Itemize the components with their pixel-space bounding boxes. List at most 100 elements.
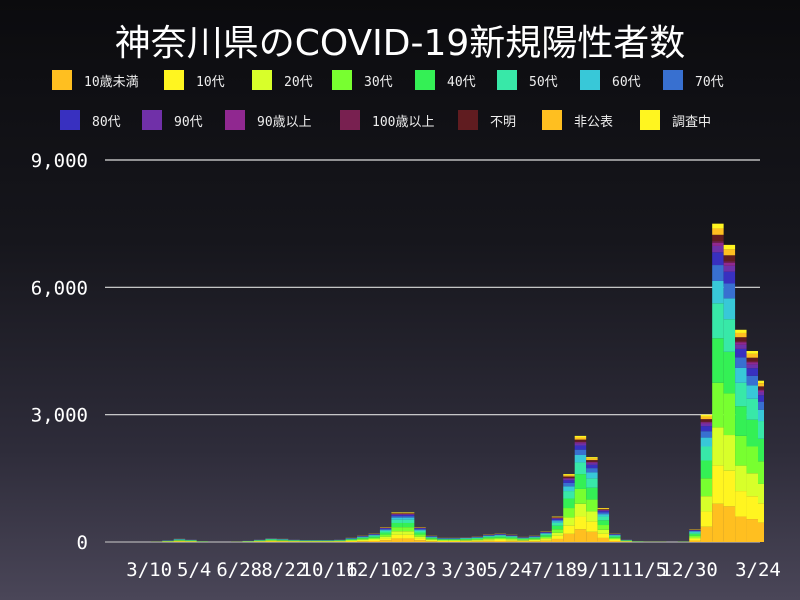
bar-segment xyxy=(391,522,403,528)
bar-segment xyxy=(735,406,747,436)
bar-segment xyxy=(563,533,575,542)
bar-segment xyxy=(574,516,587,530)
bar-segment xyxy=(758,503,764,523)
bar-segment xyxy=(494,540,506,542)
bar-segment xyxy=(402,516,415,518)
bar-segment xyxy=(563,475,575,477)
legend-item: 80代 xyxy=(60,110,121,130)
legend-label: 30代 xyxy=(364,74,393,90)
bar-segment xyxy=(700,414,713,417)
bar-segment xyxy=(551,521,564,523)
bar-segment xyxy=(609,537,621,539)
bar-segment xyxy=(494,536,506,538)
legend-label: 20代 xyxy=(284,74,313,90)
bar-segment xyxy=(735,382,747,407)
bar-segment xyxy=(551,522,564,526)
bar-segment xyxy=(609,538,621,540)
legend-label: 調査中 xyxy=(672,114,712,130)
bar-segment xyxy=(494,535,506,536)
bar-segment xyxy=(391,534,403,539)
bar-segment xyxy=(574,503,587,517)
legend-label: 100歳以上 xyxy=(372,114,435,130)
bar-segment xyxy=(368,540,380,542)
bar-segment xyxy=(586,463,598,465)
x-tick-label: 11/5 xyxy=(621,559,667,581)
bar-segment xyxy=(414,538,426,541)
bar-segment xyxy=(735,516,747,542)
bar-segment xyxy=(586,487,598,500)
bar-segment xyxy=(700,426,713,432)
bar-segment xyxy=(586,499,598,512)
legend-swatch xyxy=(60,110,80,130)
bar-segment xyxy=(689,531,701,533)
bar-segment xyxy=(735,435,747,466)
bar-segment xyxy=(723,319,736,352)
bar-segment xyxy=(345,539,358,540)
bar-segment xyxy=(540,533,552,535)
bar-segment xyxy=(368,535,380,537)
bar-segment xyxy=(712,242,724,246)
bar-segment xyxy=(689,530,701,531)
bar-segment xyxy=(700,478,713,497)
legend-label: 90代 xyxy=(174,114,203,130)
bar-segment xyxy=(357,540,369,542)
bar-segment xyxy=(517,540,529,542)
bar-segment xyxy=(586,464,598,469)
bar-segment xyxy=(345,540,358,542)
bar-segment xyxy=(563,525,575,534)
bar-segment xyxy=(551,529,564,533)
bar-segment xyxy=(746,361,758,363)
bar-segment xyxy=(597,525,610,530)
bar-segment xyxy=(414,529,426,531)
bar-segment xyxy=(505,537,518,539)
bar-segment xyxy=(574,443,587,446)
bar-segment xyxy=(746,385,758,399)
bar-segment xyxy=(746,446,758,474)
bar-segment xyxy=(586,457,598,459)
bar-segment xyxy=(712,223,724,229)
bar-segment xyxy=(712,382,724,428)
legend-swatch xyxy=(225,110,245,130)
bar-segment xyxy=(712,338,724,383)
bar-segment xyxy=(379,530,392,533)
bar-segment xyxy=(723,298,736,320)
bar-segment xyxy=(357,539,369,541)
bar-segment xyxy=(563,517,575,526)
bar-segment xyxy=(723,506,736,542)
bar-segment xyxy=(357,538,369,540)
bar-segment xyxy=(391,513,403,514)
bar-segment xyxy=(712,303,724,339)
legend-swatch xyxy=(142,110,162,130)
legend-swatch xyxy=(497,70,517,90)
bar-segment xyxy=(402,538,415,542)
bar-segment xyxy=(517,540,529,541)
y-tick-label: 0 xyxy=(77,532,88,554)
bar-segment xyxy=(723,470,736,507)
bar-segment xyxy=(700,419,713,422)
bar-segment xyxy=(414,536,426,539)
x-tick-label: 2/3 xyxy=(402,559,436,581)
bar-segment xyxy=(609,535,621,536)
bar-segment xyxy=(597,533,610,538)
bar-segment xyxy=(414,530,426,533)
x-tick-label: 6/28 xyxy=(216,559,262,581)
bar-segment xyxy=(551,516,564,518)
legend-swatch xyxy=(340,110,360,130)
bar-segment xyxy=(551,532,564,536)
bar-segment xyxy=(402,514,415,515)
bar-segment xyxy=(505,538,518,540)
bar-segment xyxy=(758,389,764,391)
bar-segment xyxy=(471,539,484,541)
bar-segment xyxy=(563,508,575,518)
bar-segment xyxy=(471,537,484,539)
bar-segment xyxy=(758,522,764,542)
bar-segment xyxy=(735,342,747,345)
bar-segment xyxy=(700,526,713,542)
bar-segment xyxy=(265,540,277,541)
bar-segment xyxy=(357,541,369,542)
bar-segment xyxy=(586,460,598,462)
legend-label: 90歳以上 xyxy=(257,114,312,130)
bar-segment xyxy=(391,516,403,518)
bar-segment xyxy=(448,540,461,541)
bar-segment xyxy=(505,540,518,542)
